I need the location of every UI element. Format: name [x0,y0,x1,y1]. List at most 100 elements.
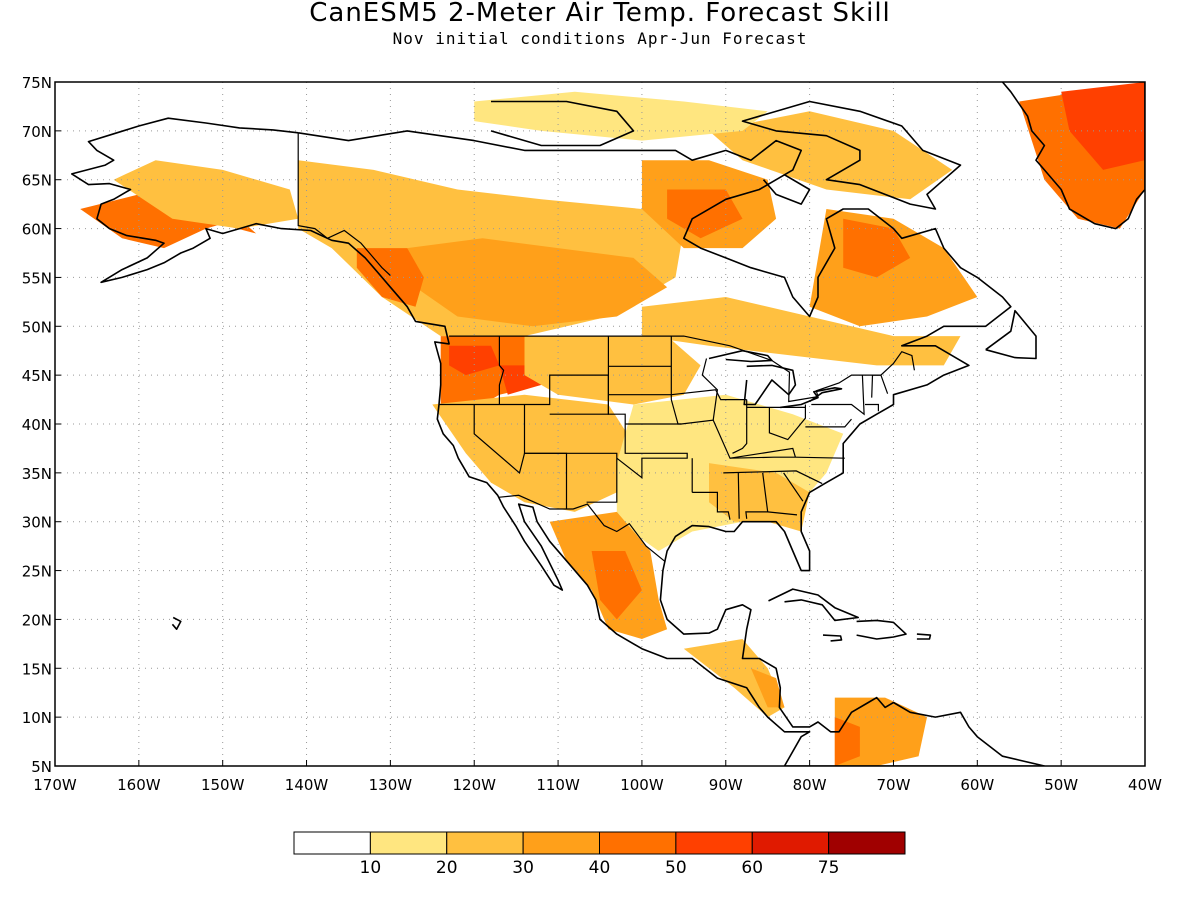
lon-tick-label: 150W [201,776,245,794]
lat-tick-label: 60N [22,221,52,239]
coastline-baffin-island [741,100,962,210]
lon-tick-label: 70W [877,776,911,794]
skill-region-alaska-central [113,160,299,229]
skill-region-central-america-core [750,668,785,708]
skill-region-mexico-core [591,551,642,620]
skill-region-pnw-core [449,345,500,376]
border-midwest-state-lines-6 [729,447,796,459]
border-south-state-lines-5 [767,511,798,516]
lon-tick-label: 60W [960,776,994,794]
coastline-great-lake-erie-ontario [780,386,843,409]
coastline-puerto-rico [916,633,932,640]
colorbar-box [828,831,906,855]
lat-tick-label: 55N [22,269,52,287]
latitude-axis: 75N 70N 65N 60N 55N 50N 45N 40N 35N 30N 25N 20N 15N 1… [22,74,61,776]
border-west-state-lines-4 [523,404,568,509]
coastline-hudson-bay-islands [762,174,811,205]
lat-tick-label: 40N [22,416,52,434]
lat-tick-label: 5N [31,758,52,776]
lat-tick-label: 35N [22,465,52,483]
coastline-jamaica [822,634,843,642]
lon-tick-label: 100W [620,776,664,794]
political-borders-layer [297,132,915,563]
lat-tick-label: 30N [22,514,52,532]
colorbar-box [522,831,600,855]
chart-title: CanESM5 2-Meter Air Temp. Forecast Skill [309,0,891,28]
coastline-newfoundland [985,309,1037,360]
lat-tick-label: 65N [22,172,52,190]
border-midwest-state-lines [701,358,719,421]
graticule-grid [55,82,1145,766]
border-west-state-lines [439,374,610,415]
lat-tick-label: 25N [22,563,52,581]
colorbar-box [751,831,830,855]
border-northeast-state-lines [865,403,880,412]
skill-region-central-america [683,639,785,718]
coastline-north-america-west-coast [71,117,1045,766]
chart-subtitle: Nov initial conditions Apr-Jun Forecast [392,29,808,48]
lon-tick-label: 50W [1044,776,1078,794]
colorbar-label: 40 [589,858,611,878]
lat-tick-label: 10N [22,709,52,727]
lat-tick-label: 75N [22,74,52,92]
border-midwest-state-lines-5 [805,418,852,428]
colorbar-box [675,831,753,855]
border-south-state-lines-6 [783,472,804,502]
border-midwest-state-lines-7 [811,375,865,416]
lon-tick-label: 90W [709,776,743,794]
colorbar-label: 75 [818,858,840,878]
border-south-state-lines-2 [692,491,731,520]
coastline-great-lake-superior [708,349,773,363]
coastline-hispaniola [856,619,907,640]
border-south-state-lines-3 [737,472,740,519]
coastline-victoria-island [490,100,635,147]
lat-tick-label: 20N [22,611,52,629]
border-west-state-lines-3 [498,336,505,405]
colorbar-box [293,831,371,855]
lon-tick-label: 160W [117,776,161,794]
colorbar-box [599,831,677,855]
border-midwest-state-lines-3 [768,404,807,441]
border-alaska-canada-border [297,132,391,276]
border-south-state-lines-7 [723,470,823,485]
skill-region-bc-coast [356,248,424,307]
lat-tick-label: 70N [22,123,52,141]
colorbar-label: 20 [436,858,458,878]
border-plains-state-lines-2 [670,336,845,459]
skill-region-greenland-core [1061,82,1145,170]
lat-tick-label: 50N [22,318,52,336]
colorbar-box [369,831,448,855]
lon-tick-label: 130W [369,776,413,794]
skill-region-baffin [709,111,953,200]
border-midwest-state-lines-2 [732,399,748,454]
skill-region-northern-plains [524,336,701,405]
coastline-cuba [768,588,860,622]
lon-tick-label: 120W [452,776,496,794]
border-us-mexico-border [498,494,666,563]
coastline-north-america-coast [298,130,1045,766]
lon-tick-label: 140W [285,776,329,794]
colorbar-label: 60 [741,858,763,878]
colorbar-box [446,831,524,855]
lon-tick-label: 40W [1128,776,1162,794]
border-plains-state-lines-4 [608,389,747,401]
colorbar-label: 10 [360,858,382,878]
colorbar-legend: 10 20 30 40 50 60 75 [293,831,906,878]
colorbar-label: 30 [512,858,534,878]
lon-tick-label: 80W [793,776,827,794]
border-northeast-state-lines-2 [871,374,889,398]
lat-tick-label: 45N [22,367,52,385]
skill-region-southeast [709,463,810,532]
border-south-state-lines-4 [745,472,769,519]
longitude-axis: 170W 160W 150W 140W 130W 120W 110W 100W 90W 80W 70… [33,760,1162,794]
coastline-hawaii [171,616,182,631]
skill-region-canada-east [641,297,961,366]
skill-region-canada-central [407,238,668,327]
border-us-canada-border [449,335,915,403]
colorbar-label: 50 [665,858,687,878]
lon-tick-label: 170W [33,776,77,794]
coastline-greenland [1001,82,1145,230]
lat-tick-label: 15N [22,660,52,678]
skill-region-hudson-west-core [667,189,743,239]
